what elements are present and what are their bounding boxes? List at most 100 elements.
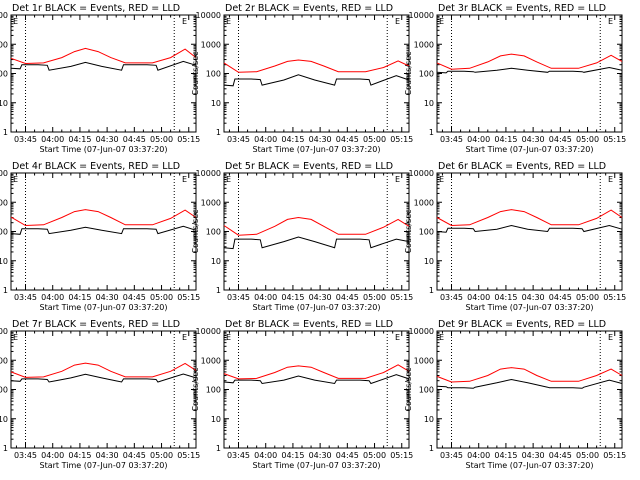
x-tick-label: 05:15	[177, 135, 200, 144]
corner-label-left: E	[13, 333, 18, 342]
x-tick-label: 04:45	[336, 451, 359, 460]
y-tick-label: 10000	[0, 169, 8, 178]
panel-title: Det 5r BLACK = Events, RED = LLD	[225, 161, 393, 172]
x-tick-label: 04:45	[549, 135, 572, 144]
panel-title: Det 1r BLACK = Events, RED = LLD	[12, 3, 180, 14]
y-tick-label: 1000	[0, 198, 8, 207]
y-tick-label: 1000	[0, 40, 8, 49]
events-series-line	[223, 374, 410, 385]
y-tick-label: 10	[0, 415, 8, 424]
lld-series-line	[223, 364, 410, 380]
y-tick-label: 100	[419, 70, 434, 79]
lld-series-line	[436, 209, 623, 227]
x-tick-label: 04:15	[68, 293, 91, 302]
y-tick-label: 10000	[196, 11, 221, 20]
x-tick-label: 03:45	[14, 451, 37, 460]
events-series-line	[436, 378, 623, 389]
plot-frame	[10, 14, 197, 133]
corner-label-left: E	[13, 175, 18, 184]
x-tick-label: 03:45	[227, 293, 250, 302]
corner-label-right: E	[608, 175, 613, 184]
x-tick-label: 04:30	[96, 135, 119, 144]
x-tick-label: 04:15	[281, 293, 304, 302]
x-tick-label: 04:15	[68, 451, 91, 460]
x-tick-label: 04:30	[522, 293, 545, 302]
corner-label-right: E	[182, 333, 187, 342]
y-tick-label: 1000	[414, 198, 434, 207]
x-tick-label: 05:00	[363, 135, 386, 144]
y-tick-label: 100	[206, 386, 221, 395]
corner-label-right: E	[182, 17, 187, 26]
y-axis-label: Counts/sec	[191, 51, 200, 95]
x-tick-label: 04:45	[549, 451, 572, 460]
y-tick-label: 1000	[201, 40, 221, 49]
x-tick-label: 03:45	[440, 293, 463, 302]
panel-2: Det 2r BLACK = Events, RED = LLD 1 10 100 10…	[191, 3, 413, 154]
x-axis-label: Start Time (07-Jun-07 03:37:20)	[40, 303, 168, 312]
x-tick-label: 04:30	[309, 451, 332, 460]
x-tick-label: 04:15	[494, 293, 517, 302]
y-tick-label: 10	[0, 99, 8, 108]
y-tick-label: 100	[419, 228, 434, 237]
x-axis-label: Start Time (07-Jun-07 03:37:20)	[253, 303, 381, 312]
y-axis-label: Counts/sec	[404, 51, 413, 95]
y-tick-label: 100	[0, 386, 8, 395]
y-tick-label: 10	[211, 99, 221, 108]
x-axis-label: Start Time (07-Jun-07 03:37:20)	[253, 461, 381, 470]
panel-title: Det 9r BLACK = Events, RED = LLD	[438, 319, 606, 330]
x-tick-label: 04:15	[68, 135, 91, 144]
y-tick-label: 1	[429, 444, 434, 453]
events-series-line	[223, 236, 410, 250]
x-tick-label: 05:15	[603, 451, 626, 460]
panel-title: Det 3r BLACK = Events, RED = LLD	[438, 3, 606, 14]
corner-label-right: E	[608, 17, 613, 26]
y-tick-label: 1	[216, 444, 221, 453]
x-tick-label: 05:15	[390, 451, 413, 460]
plot-frame	[436, 172, 623, 291]
x-tick-label: 04:30	[522, 135, 545, 144]
corner-label-left: E	[226, 175, 231, 184]
lld-series-line	[436, 367, 623, 383]
corner-label-left: E	[13, 17, 18, 26]
panel-7: Det 7r BLACK = Events, RED = LLD 1 10 100 10…	[0, 319, 200, 470]
lld-series-line	[10, 362, 197, 378]
x-tick-label: 04:00	[254, 293, 277, 302]
y-tick-label: 100	[206, 228, 221, 237]
x-tick-label: 04:30	[96, 293, 119, 302]
x-tick-label: 05:00	[363, 451, 386, 460]
x-tick-label: 03:45	[227, 451, 250, 460]
x-tick-label: 04:45	[549, 293, 572, 302]
y-tick-label: 10	[424, 257, 434, 266]
x-tick-label: 04:15	[281, 451, 304, 460]
x-tick-label: 05:00	[150, 451, 173, 460]
y-tick-label: 100	[206, 70, 221, 79]
x-tick-label: 05:15	[390, 135, 413, 144]
x-axis-label: Start Time (07-Jun-07 03:37:20)	[40, 461, 168, 470]
panel-title: Det 6r BLACK = Events, RED = LLD	[438, 161, 606, 172]
x-tick-label: 04:00	[467, 293, 490, 302]
y-tick-label: 100	[0, 70, 8, 79]
lld-series-line	[223, 216, 410, 236]
plot-frame	[436, 330, 623, 449]
y-tick-label: 1	[3, 128, 8, 137]
x-tick-label: 04:45	[336, 135, 359, 144]
lld-series-line	[10, 209, 197, 227]
x-tick-label: 04:45	[123, 135, 146, 144]
y-tick-label: 10000	[409, 169, 434, 178]
y-tick-label: 1	[3, 286, 8, 295]
panel-title: Det 7r BLACK = Events, RED = LLD	[12, 319, 180, 330]
x-tick-label: 04:00	[467, 135, 490, 144]
corner-label-left: E	[226, 17, 231, 26]
y-tick-label: 100	[0, 228, 8, 237]
y-tick-label: 10	[211, 415, 221, 424]
x-tick-label: 04:00	[41, 135, 64, 144]
x-tick-label: 04:45	[336, 293, 359, 302]
x-tick-label: 04:00	[254, 451, 277, 460]
y-tick-label: 10000	[196, 327, 221, 336]
x-tick-label: 04:30	[309, 293, 332, 302]
events-series-line	[10, 60, 197, 71]
y-axis-label: Counts/sec	[404, 367, 413, 411]
x-tick-label: 04:15	[281, 135, 304, 144]
y-tick-label: 10000	[409, 11, 434, 20]
